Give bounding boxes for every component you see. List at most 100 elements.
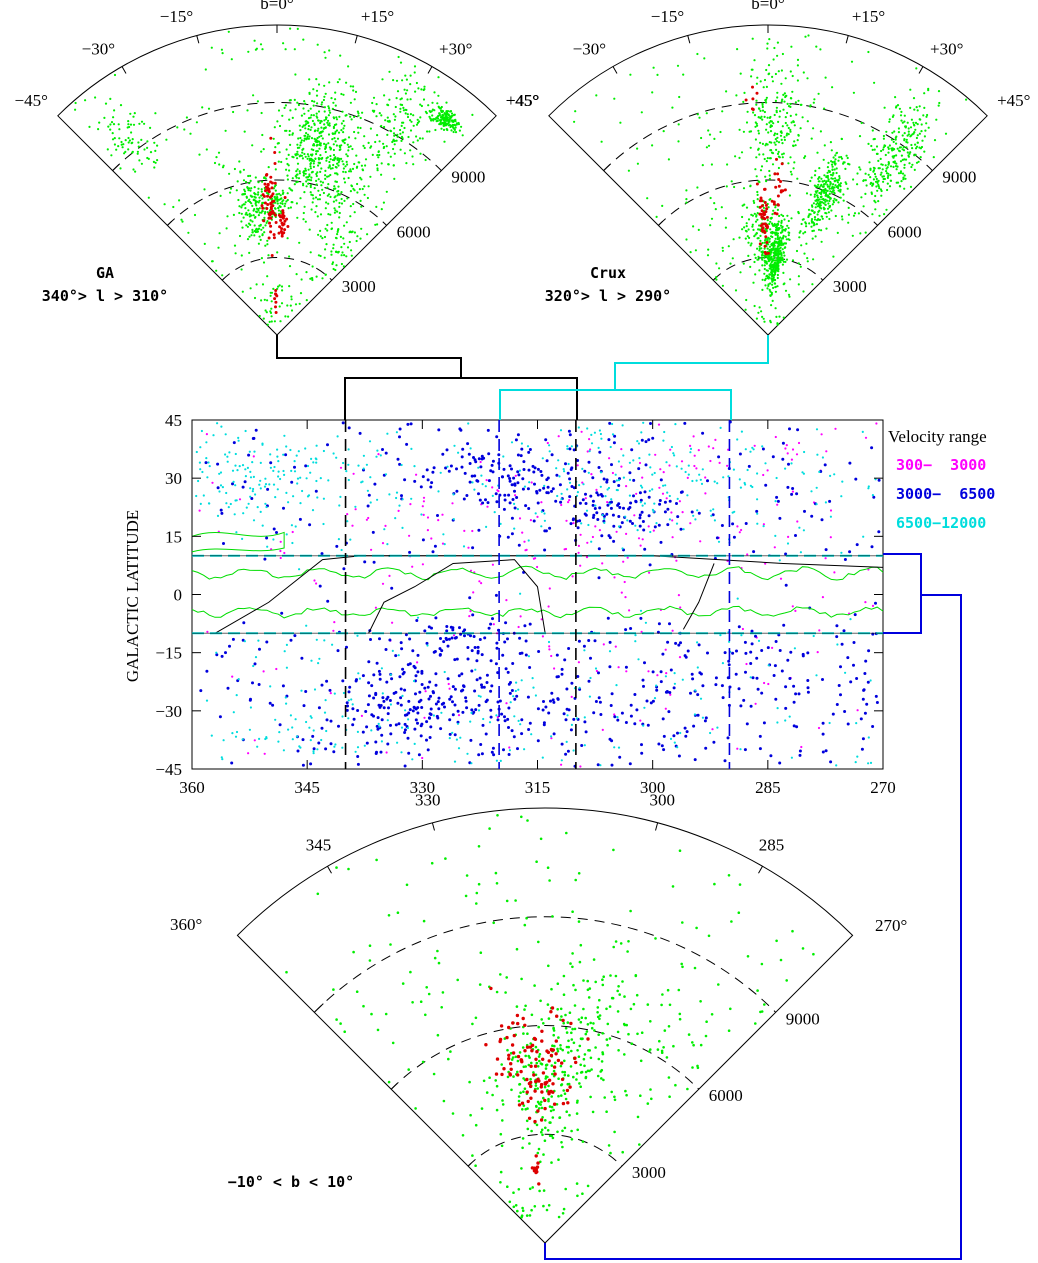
galaxy-point — [753, 212, 756, 215]
galaxy-point — [769, 282, 772, 285]
galaxy-point — [349, 168, 352, 171]
galaxy-point — [443, 119, 447, 122]
galaxy-point — [300, 114, 303, 117]
map-point — [263, 752, 266, 755]
galaxy-point — [909, 106, 912, 109]
map-point — [238, 465, 241, 468]
galaxy-point — [755, 317, 759, 320]
galaxy-point — [721, 110, 724, 113]
map-point — [289, 448, 292, 452]
map-point — [309, 739, 312, 742]
map-point — [449, 695, 453, 699]
map-point — [588, 438, 591, 441]
galaxy-point — [406, 113, 409, 116]
galaxy-point — [710, 163, 714, 166]
map-point — [516, 747, 519, 751]
map-point — [420, 706, 424, 709]
map-point — [205, 699, 209, 702]
galaxy-point — [772, 263, 775, 266]
galaxy-point — [124, 150, 127, 153]
map-point — [464, 699, 468, 703]
map-point — [767, 664, 770, 667]
galaxy-point — [180, 218, 183, 221]
map-point — [468, 596, 472, 600]
map-point — [453, 658, 457, 662]
galaxy-point — [911, 133, 914, 136]
galaxy-point — [795, 113, 798, 116]
galaxy-point — [331, 158, 335, 162]
map-point — [867, 762, 870, 765]
map-point — [771, 455, 775, 459]
galaxy-point — [830, 160, 833, 163]
galaxy-point — [324, 169, 327, 172]
galaxy-point — [332, 267, 335, 271]
map-point — [430, 481, 434, 485]
map-point — [815, 428, 819, 431]
map-point — [687, 473, 690, 476]
map-point — [572, 448, 576, 452]
map-point — [510, 689, 514, 692]
galaxy-point — [772, 122, 775, 125]
map-point — [256, 745, 259, 748]
galaxy-point — [770, 244, 773, 247]
map-point — [639, 484, 643, 487]
map-point — [643, 490, 647, 494]
galaxy-point — [307, 168, 310, 171]
map-point — [201, 470, 204, 474]
map-point — [461, 447, 465, 451]
map-point — [565, 519, 568, 522]
map-point — [272, 527, 276, 531]
map-point — [663, 500, 667, 504]
galaxy-point — [260, 211, 263, 214]
map-point — [497, 490, 500, 493]
map-point — [504, 667, 508, 671]
map-point — [509, 681, 512, 684]
map-point — [443, 705, 446, 709]
map-point — [374, 752, 378, 755]
galaxy-point — [347, 176, 350, 180]
map-point — [865, 702, 869, 706]
map-point — [391, 649, 394, 653]
galaxy-point — [305, 132, 308, 135]
galaxy-point — [815, 223, 819, 226]
galaxy-point — [259, 238, 262, 241]
map-point — [508, 749, 511, 752]
map-point — [308, 523, 312, 527]
map-point — [304, 464, 308, 468]
galaxy-point — [804, 231, 807, 234]
map-point — [754, 702, 757, 705]
galaxy-point — [346, 197, 349, 200]
galaxy-point — [875, 177, 878, 181]
map-point — [199, 468, 202, 471]
galaxy-point — [646, 197, 649, 200]
map-point — [784, 706, 788, 710]
map-point — [618, 506, 622, 509]
galaxy-point — [274, 289, 278, 292]
galaxy-point — [305, 271, 308, 274]
map-point — [723, 651, 727, 655]
galaxy-point — [324, 126, 327, 129]
map-point — [580, 430, 583, 433]
galaxy-point — [813, 174, 817, 177]
map-point — [576, 459, 580, 462]
galaxy-point — [265, 207, 269, 210]
galaxy-point — [776, 136, 779, 139]
map-point — [354, 750, 357, 753]
map-point — [290, 480, 294, 484]
map-point — [495, 646, 499, 650]
map-point — [653, 697, 657, 700]
map-point — [604, 495, 607, 498]
galaxy-point — [341, 139, 344, 142]
map-point — [673, 741, 676, 744]
map-point — [261, 442, 264, 445]
galaxy-point — [302, 218, 305, 221]
map-point — [796, 428, 800, 432]
map-point — [774, 534, 777, 538]
map-point — [544, 705, 548, 709]
galaxy-point — [784, 95, 787, 99]
map-point — [580, 744, 584, 747]
map-point — [241, 537, 244, 541]
galaxy-point — [227, 30, 230, 33]
galaxy-point — [372, 96, 376, 99]
galaxy-point — [270, 254, 274, 257]
